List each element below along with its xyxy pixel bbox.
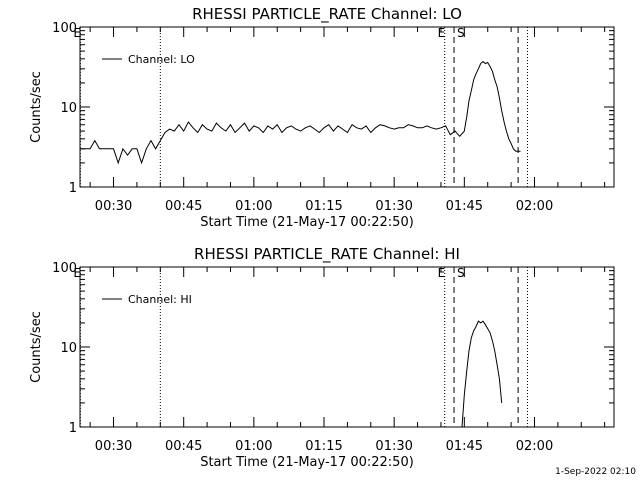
panel-2-event-label-E: E [73, 266, 81, 280]
panel-1-legend-label: Channel: LO [128, 53, 195, 66]
panel-1-ylabel: Counts/sec [29, 71, 44, 143]
panel-1-xtick-label: 01:15 [305, 199, 342, 214]
panel-2-ytick-label: 100 [52, 261, 77, 276]
panel-2-xtick-label: 01:45 [446, 439, 483, 454]
panel-1-series-line-1 [80, 60, 521, 165]
panel-2-title: RHESSI PARTICLE_RATE Channel: HI [194, 245, 460, 264]
panel-2-xtick-label: 01:30 [375, 439, 412, 454]
panel-2-xtick-label: 00:30 [95, 439, 132, 454]
panel-1-xtick-label: 01:45 [446, 199, 483, 214]
panel-1-event-label-S: S [457, 26, 465, 40]
panel-1-ytick-label: 10 [60, 101, 77, 116]
panel-1-ytick-label: 100 [52, 21, 77, 36]
panel-2-xlabel: Start Time (21-May-17 00:22:50) [200, 455, 414, 470]
panel-1-event-label-E: E [73, 26, 81, 40]
panel-2-series-line-1 [461, 320, 503, 428]
panel-2: RHESSI PARTICLE_RATE Channel: HI 1 10 100 00… [29, 245, 615, 470]
panel-2-legend-label: Channel: HI [128, 293, 192, 306]
panel-1: RHESSI PARTICLE_RATE Channel: LO 1 10 100 00… [29, 5, 615, 230]
panel-1-event-label-E: E [438, 26, 446, 40]
panel-2-xtick-label: 02:00 [516, 439, 553, 454]
panel-2-xtick-label: 00:45 [165, 439, 202, 454]
panel-1-xtick-label: 01:00 [235, 199, 272, 214]
panel-1-xlabel: Start Time (21-May-17 00:22:50) [200, 215, 414, 230]
panel-1-xtick-label: 01:30 [375, 199, 412, 214]
panel-2-ytick-label: 1 [69, 421, 77, 436]
panel-2-xtick-label: 01:00 [235, 439, 272, 454]
panel-1-xtick-label: 00:30 [95, 199, 132, 214]
panel-2-ytick-label: 10 [60, 341, 77, 356]
panel-1-xtick-label: 00:45 [165, 199, 202, 214]
panel-1-xtick-label: 02:00 [516, 199, 553, 214]
panel-1-title: RHESSI PARTICLE_RATE Channel: LO [192, 5, 462, 24]
timestamp-footer: 1-Sep-2022 02:10 [555, 467, 636, 477]
panel-2-event-label-E: E [438, 266, 446, 280]
panel-2-event-label-S: S [457, 266, 465, 280]
panel-1-ytick-label: 1 [69, 181, 77, 196]
panel-2-xtick-label: 01:15 [305, 439, 342, 454]
panel-2-ylabel: Counts/sec [29, 311, 44, 383]
